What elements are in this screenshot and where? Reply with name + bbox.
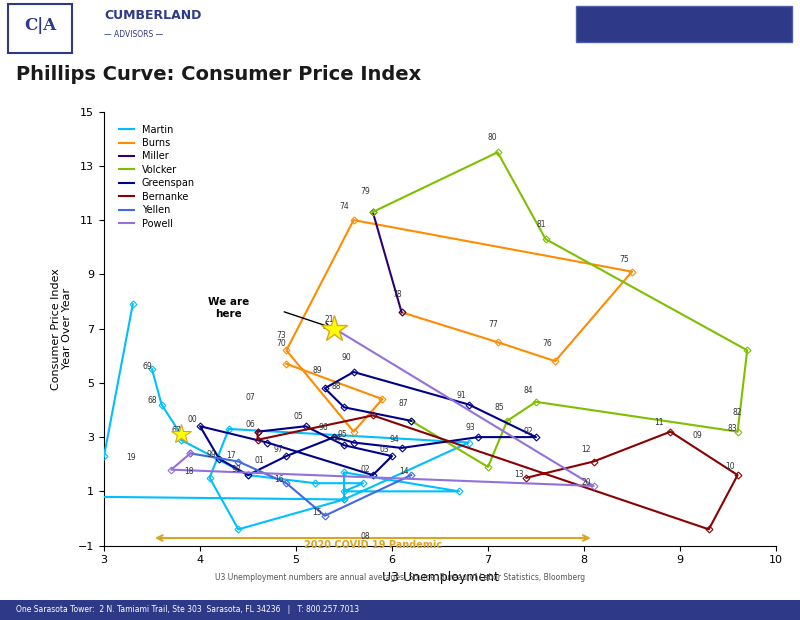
FancyBboxPatch shape	[8, 4, 72, 53]
Bar	[576, 6, 792, 42]
Text: CUMBERLAND: CUMBERLAND	[104, 9, 202, 22]
Text: 02: 02	[360, 464, 370, 474]
Text: 87: 87	[398, 399, 408, 408]
Text: 95: 95	[338, 430, 347, 439]
Text: 2020 COVID 19 Pandemic: 2020 COVID 19 Pandemic	[304, 540, 442, 550]
Text: 85: 85	[494, 403, 504, 412]
Text: 15: 15	[312, 508, 322, 517]
Text: 82: 82	[733, 408, 742, 417]
Text: 11: 11	[654, 418, 664, 427]
Text: 91: 91	[456, 391, 466, 399]
Text: 73: 73	[277, 331, 286, 340]
Text: 19: 19	[126, 453, 136, 462]
Text: 70: 70	[277, 339, 286, 348]
Text: Phillips Curve: Consumer Price Index: Phillips Curve: Consumer Price Index	[16, 65, 422, 84]
Legend: Martin, Burns, Miller, Volcker, Greenspan, Bernanke, Yellen, Powell: Martin, Burns, Miller, Volcker, Greenspa…	[115, 121, 199, 232]
Text: 18: 18	[184, 466, 194, 476]
Text: 00: 00	[187, 415, 197, 424]
Text: 76: 76	[542, 339, 552, 348]
Text: 90: 90	[341, 353, 350, 361]
Text: U3 Unemployment numbers are annual averages, Source: Bureau of Labor Statistics,: U3 Unemployment numbers are annual avera…	[215, 574, 585, 583]
Text: 21: 21	[325, 314, 334, 324]
Text: 77: 77	[488, 320, 498, 329]
Text: 68: 68	[147, 396, 157, 405]
Text: 67: 67	[171, 426, 181, 435]
Text: 78: 78	[392, 290, 402, 299]
Text: C|A: C|A	[24, 17, 56, 33]
Text: 20: 20	[581, 478, 590, 487]
Text: 06: 06	[245, 420, 254, 430]
Text: 84: 84	[523, 386, 533, 396]
Text: We are
here: We are here	[208, 298, 250, 319]
Text: — ADVISORS —: — ADVISORS —	[104, 30, 163, 39]
Text: 98: 98	[232, 464, 242, 474]
Text: 75: 75	[619, 255, 629, 264]
Text: 13: 13	[514, 470, 523, 479]
Text: 17: 17	[226, 451, 235, 460]
Text: 14: 14	[398, 466, 408, 476]
Text: 80: 80	[488, 133, 498, 142]
Text: 89: 89	[312, 366, 322, 375]
Text: 16: 16	[274, 476, 283, 484]
Text: 96: 96	[318, 423, 328, 432]
Text: 12: 12	[581, 445, 590, 454]
Text: 99: 99	[206, 450, 216, 459]
Text: 69: 69	[142, 362, 152, 371]
Text: 01: 01	[254, 456, 264, 464]
Text: One Sarasota Tower:  2 N. Tamiami Trail, Ste 303  Sarasota, FL 34236   |   T: 80: One Sarasota Tower: 2 N. Tamiami Trail, …	[16, 606, 359, 614]
Text: 79: 79	[360, 187, 370, 196]
Text: 05: 05	[293, 412, 302, 421]
Text: 04: 04	[331, 434, 341, 443]
Text: 74: 74	[339, 202, 349, 211]
Text: 09: 09	[693, 432, 702, 440]
Bar	[0, 600, 800, 620]
Text: 03: 03	[379, 445, 389, 454]
Text: 83: 83	[728, 425, 738, 433]
Text: 94: 94	[389, 435, 398, 445]
Text: 81: 81	[536, 219, 546, 229]
Text: 92: 92	[523, 427, 533, 436]
X-axis label: U3 Unemployment: U3 Unemployment	[382, 571, 498, 584]
Text: 07: 07	[245, 393, 254, 402]
Text: 08: 08	[360, 531, 370, 541]
Text: 88: 88	[331, 383, 341, 391]
Y-axis label: Consumer Price Index
Year Over Year: Consumer Price Index Year Over Year	[50, 268, 72, 389]
Text: 10: 10	[725, 462, 734, 471]
Text: 93: 93	[466, 423, 475, 432]
Text: 97: 97	[274, 445, 283, 454]
